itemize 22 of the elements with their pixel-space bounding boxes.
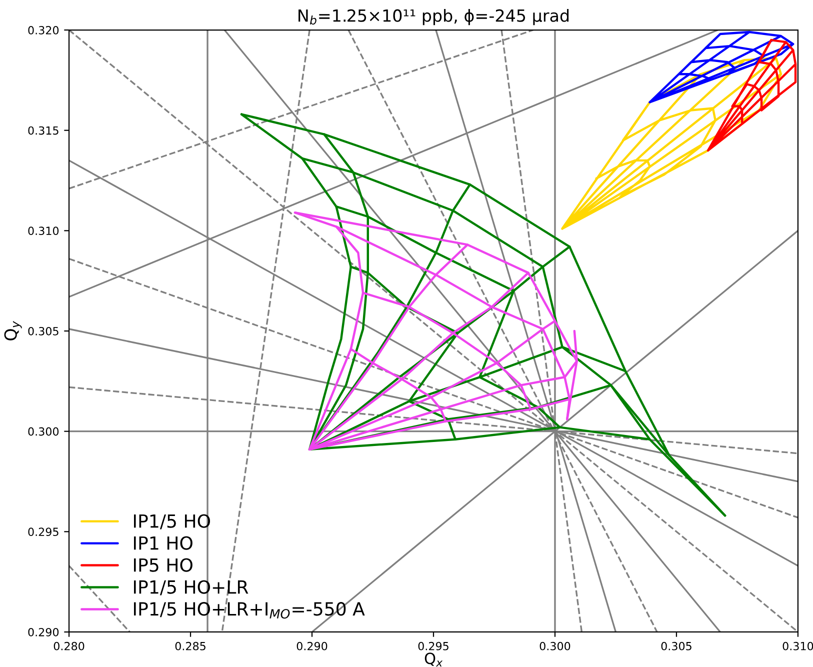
x-tick-label: 0.280 (54, 642, 84, 650)
x-tick-label: 0.285 (175, 642, 206, 650)
x-tick-label: 0.295 (418, 642, 448, 650)
x-tick-label: 0.305 (661, 642, 692, 650)
x-tick-label: 0.300 (540, 642, 570, 650)
y-tick-label: 0.315 (28, 126, 58, 135)
y-tick-label: 0.320 (28, 26, 59, 34)
y-tick-label: 0.300 (28, 427, 59, 436)
legend-label: IP1/5 HO (134, 514, 210, 530)
x-tick-label: 0.310 (782, 642, 813, 650)
y-tick-label: 0.310 (28, 226, 59, 236)
chart-title: N$_{b}$=1.25×10¹¹ ppb, ϕ=-245 μrad (298, 9, 569, 26)
x-tick-label: 0.290 (296, 642, 328, 650)
legend-label: IP5 HO (134, 558, 192, 572)
y-tick-label: 0.290 (28, 628, 59, 636)
legend-label: IP1/5 HO+LR+I$_{MO}$=-550 A (134, 602, 365, 619)
legend-label: IP1/5 HO+LR (134, 580, 248, 596)
legend-label: IP1 HO (134, 536, 192, 550)
y-tick-label: 0.305 (28, 326, 58, 336)
x-axis-title: Q$_{x}$ (424, 652, 443, 666)
y-tick-label: 0.295 (28, 528, 58, 536)
y-axis-title: Q$_{y}$ (4, 321, 22, 340)
